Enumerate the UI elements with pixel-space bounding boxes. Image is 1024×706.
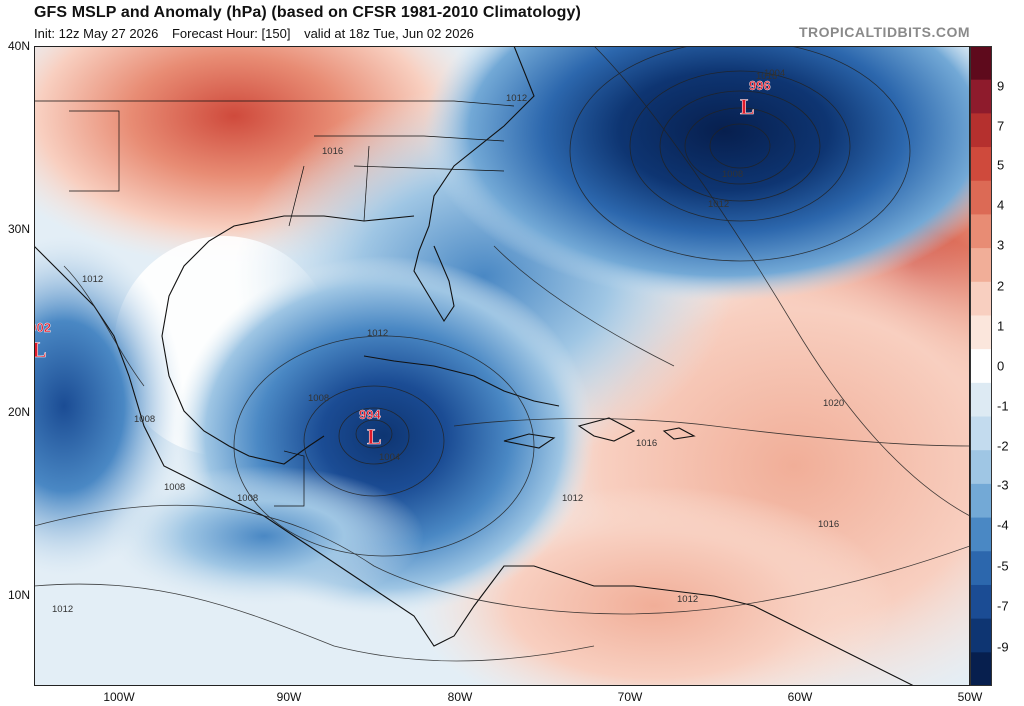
- colorbar-label: 4: [997, 197, 1005, 213]
- lat-label: 40N: [7, 39, 30, 53]
- lon-label: 90W: [276, 690, 302, 704]
- colorbar-swatch: [970, 483, 992, 519]
- isobar-label: 1016: [636, 438, 657, 449]
- lon-label: 100W: [103, 690, 135, 704]
- lon-label: 60W: [787, 690, 813, 704]
- forecast-hour: Forecast Hour: [150]: [171, 26, 291, 41]
- isobar-label: 1012: [562, 493, 583, 504]
- anomaly-cool-central-america: [104, 466, 424, 606]
- colorbar-swatch: [970, 180, 992, 215]
- init-time: Init: 12z May 27 2026: [34, 26, 159, 41]
- mslp-anomaly-map: 1016 1012 1016 1004 1008 1012 1012 1008 …: [34, 46, 970, 686]
- colorbar-swatch: [970, 214, 992, 249]
- anomaly-low-northeast: [424, 46, 970, 301]
- colorbar-swatch: [970, 618, 992, 653]
- site-brand[interactable]: TROPICALTIDBITS.COM: [798, 24, 970, 40]
- map-title: GFS MSLP and Anomaly (hPa) (based on CFS…: [34, 4, 581, 21]
- colorbar-swatch: [970, 416, 992, 451]
- colorbar-label: -2: [997, 438, 1009, 454]
- colorbar-swatch: [970, 584, 992, 620]
- isobar-label: 1012: [708, 199, 729, 210]
- isobar-label: 1004: [764, 68, 785, 79]
- lon-label: 80W: [447, 690, 473, 704]
- colorbar-label: -9: [997, 639, 1009, 655]
- isobar-labels: 1016 1012 1016 1004 1008 1012 1012 1008 …: [52, 68, 844, 615]
- borders: [34, 100, 515, 507]
- colorbar-label: 1: [997, 318, 1005, 334]
- low-markers: 996 L 994 L 1002 L: [34, 78, 771, 449]
- lon-label: 50W: [957, 690, 983, 704]
- colorbar-frame: [970, 46, 992, 686]
- isobar-label: 1020: [823, 398, 844, 409]
- lat-label: 30N: [7, 222, 30, 236]
- isobar-label: 1016: [818, 519, 839, 530]
- colorbar-label: 2: [997, 278, 1005, 294]
- colorbar-swatch: [970, 517, 992, 552]
- colorbar-label: -4: [997, 517, 1009, 533]
- low-1002-value: 1002: [34, 320, 51, 335]
- lon-label: 70W: [617, 690, 643, 704]
- colorbar-label: -7: [997, 598, 1009, 614]
- colorbar-swatch: [970, 349, 992, 384]
- colorbar-swatch: [970, 652, 992, 686]
- colorbar-label: 0: [997, 358, 1005, 374]
- colorbar-swatch: [970, 315, 992, 350]
- colorbar-swatch: [970, 450, 992, 485]
- low-994-mark: L: [367, 424, 382, 449]
- colorbar-label: -5: [997, 558, 1009, 574]
- isobar-label: 1008: [722, 169, 743, 180]
- colorbar-label: 3: [997, 237, 1005, 253]
- colorbar-swatch: [970, 248, 992, 283]
- colorbar-swatch: [970, 46, 992, 81]
- isobar-label: 1008: [308, 393, 329, 404]
- map-subtitle: Init: 12z May 27 2026 Forecast Hour: [15…: [34, 26, 484, 41]
- low-1002-mark: L: [34, 337, 47, 362]
- isobar-label: 1012: [367, 328, 388, 339]
- lat-label: 20N: [7, 405, 30, 419]
- isobar-label: 1016: [756, 71, 777, 82]
- isobar-label: 1012: [677, 594, 698, 605]
- anomaly-colorbar: [970, 46, 992, 686]
- low-996-mark: L: [740, 94, 755, 119]
- isobar-label: 1008: [237, 493, 258, 504]
- isobar-label: 1012: [506, 93, 527, 104]
- isobars: [34, 46, 970, 662]
- colorbar-swatch: [970, 113, 992, 148]
- colorbar-swatch: [970, 382, 992, 418]
- low-996-value: 996: [749, 78, 771, 93]
- isobar-label: 1012: [52, 604, 73, 615]
- isobar-label: 1012: [82, 274, 103, 285]
- colorbar-swatch: [970, 281, 992, 316]
- colorbar-label: 9: [997, 78, 1005, 94]
- low-994-value: 994: [359, 407, 381, 422]
- colorbar-label: 5: [997, 157, 1005, 173]
- coastlines: [34, 46, 915, 686]
- isobar-label: 1008: [134, 414, 155, 425]
- isobar-label: 1004: [379, 452, 400, 463]
- colorbar-label: 7: [997, 118, 1005, 134]
- colorbar-label: -1: [997, 398, 1009, 414]
- colorbar-label: -3: [997, 477, 1009, 493]
- isobar-label: 1008: [164, 482, 185, 493]
- colorbar-swatch: [970, 551, 992, 586]
- colorbar-swatch: [970, 79, 992, 114]
- lat-label: 10N: [7, 588, 30, 602]
- colorbar-swatch: [970, 147, 992, 182]
- isobar-label: 1016: [322, 146, 343, 157]
- valid-time: valid at 18z Tue, Jun 02 2026: [304, 26, 474, 41]
